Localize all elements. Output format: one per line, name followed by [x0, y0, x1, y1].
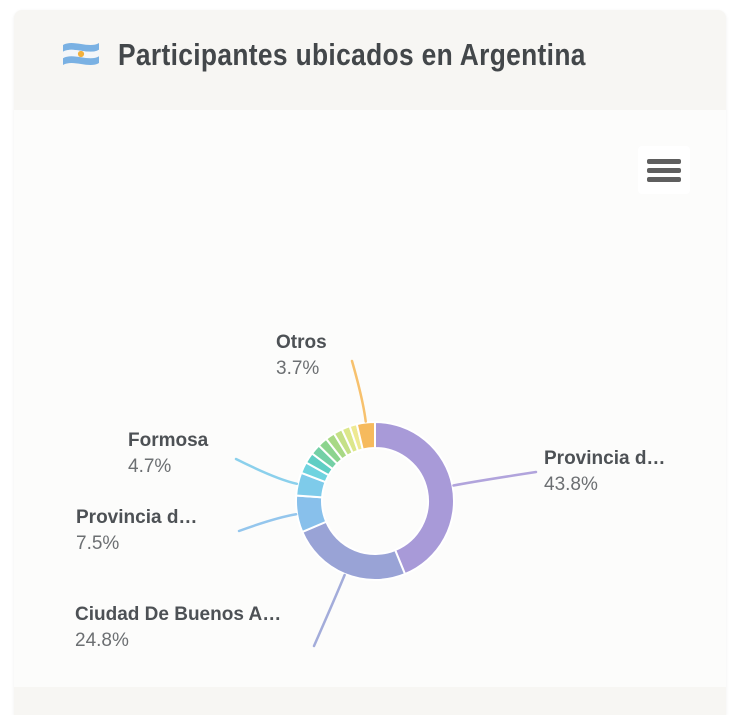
callout-value: 4.7%: [128, 456, 172, 477]
callout-name: Ciudad De Buenos A…: [75, 604, 282, 625]
slice-callout-provincia-left: Provincia d… 7.5%: [76, 505, 197, 557]
chart-card: Participantes ubicados en Argentina: [14, 10, 726, 715]
callout-value: 7.5%: [76, 533, 120, 554]
callout-name: Formosa: [128, 430, 209, 451]
chart-plot-area: [14, 110, 726, 687]
callout-name: Provincia d…: [544, 448, 666, 469]
callout-value: 24.8%: [75, 630, 129, 651]
pie-slice[interactable]: [355, 420, 376, 451]
card-header: Participantes ubicados en Argentina: [14, 10, 726, 110]
callout-value: 3.7%: [276, 358, 320, 379]
chart-context-menu-button[interactable]: [638, 146, 690, 194]
slice-callout-ciudad: Ciudad De Buenos A… 24.8%: [75, 602, 281, 654]
callout-name: Provincia d…: [76, 507, 198, 528]
callout-name: Otros: [276, 332, 327, 353]
page-title: Participantes ubicados en Argentina: [118, 37, 586, 72]
pie-slice[interactable]: [374, 420, 455, 576]
slice-callout-provincia-right: Provincia d… 43.8%: [544, 446, 665, 498]
slice-callout-formosa: Formosa 4.7%: [128, 428, 208, 480]
hamburger-menu-icon: [647, 158, 681, 164]
slice-callout-otros: Otros 3.7%: [276, 330, 327, 382]
argentina-flag-icon: [63, 43, 99, 65]
callout-value: 43.8%: [544, 474, 598, 495]
